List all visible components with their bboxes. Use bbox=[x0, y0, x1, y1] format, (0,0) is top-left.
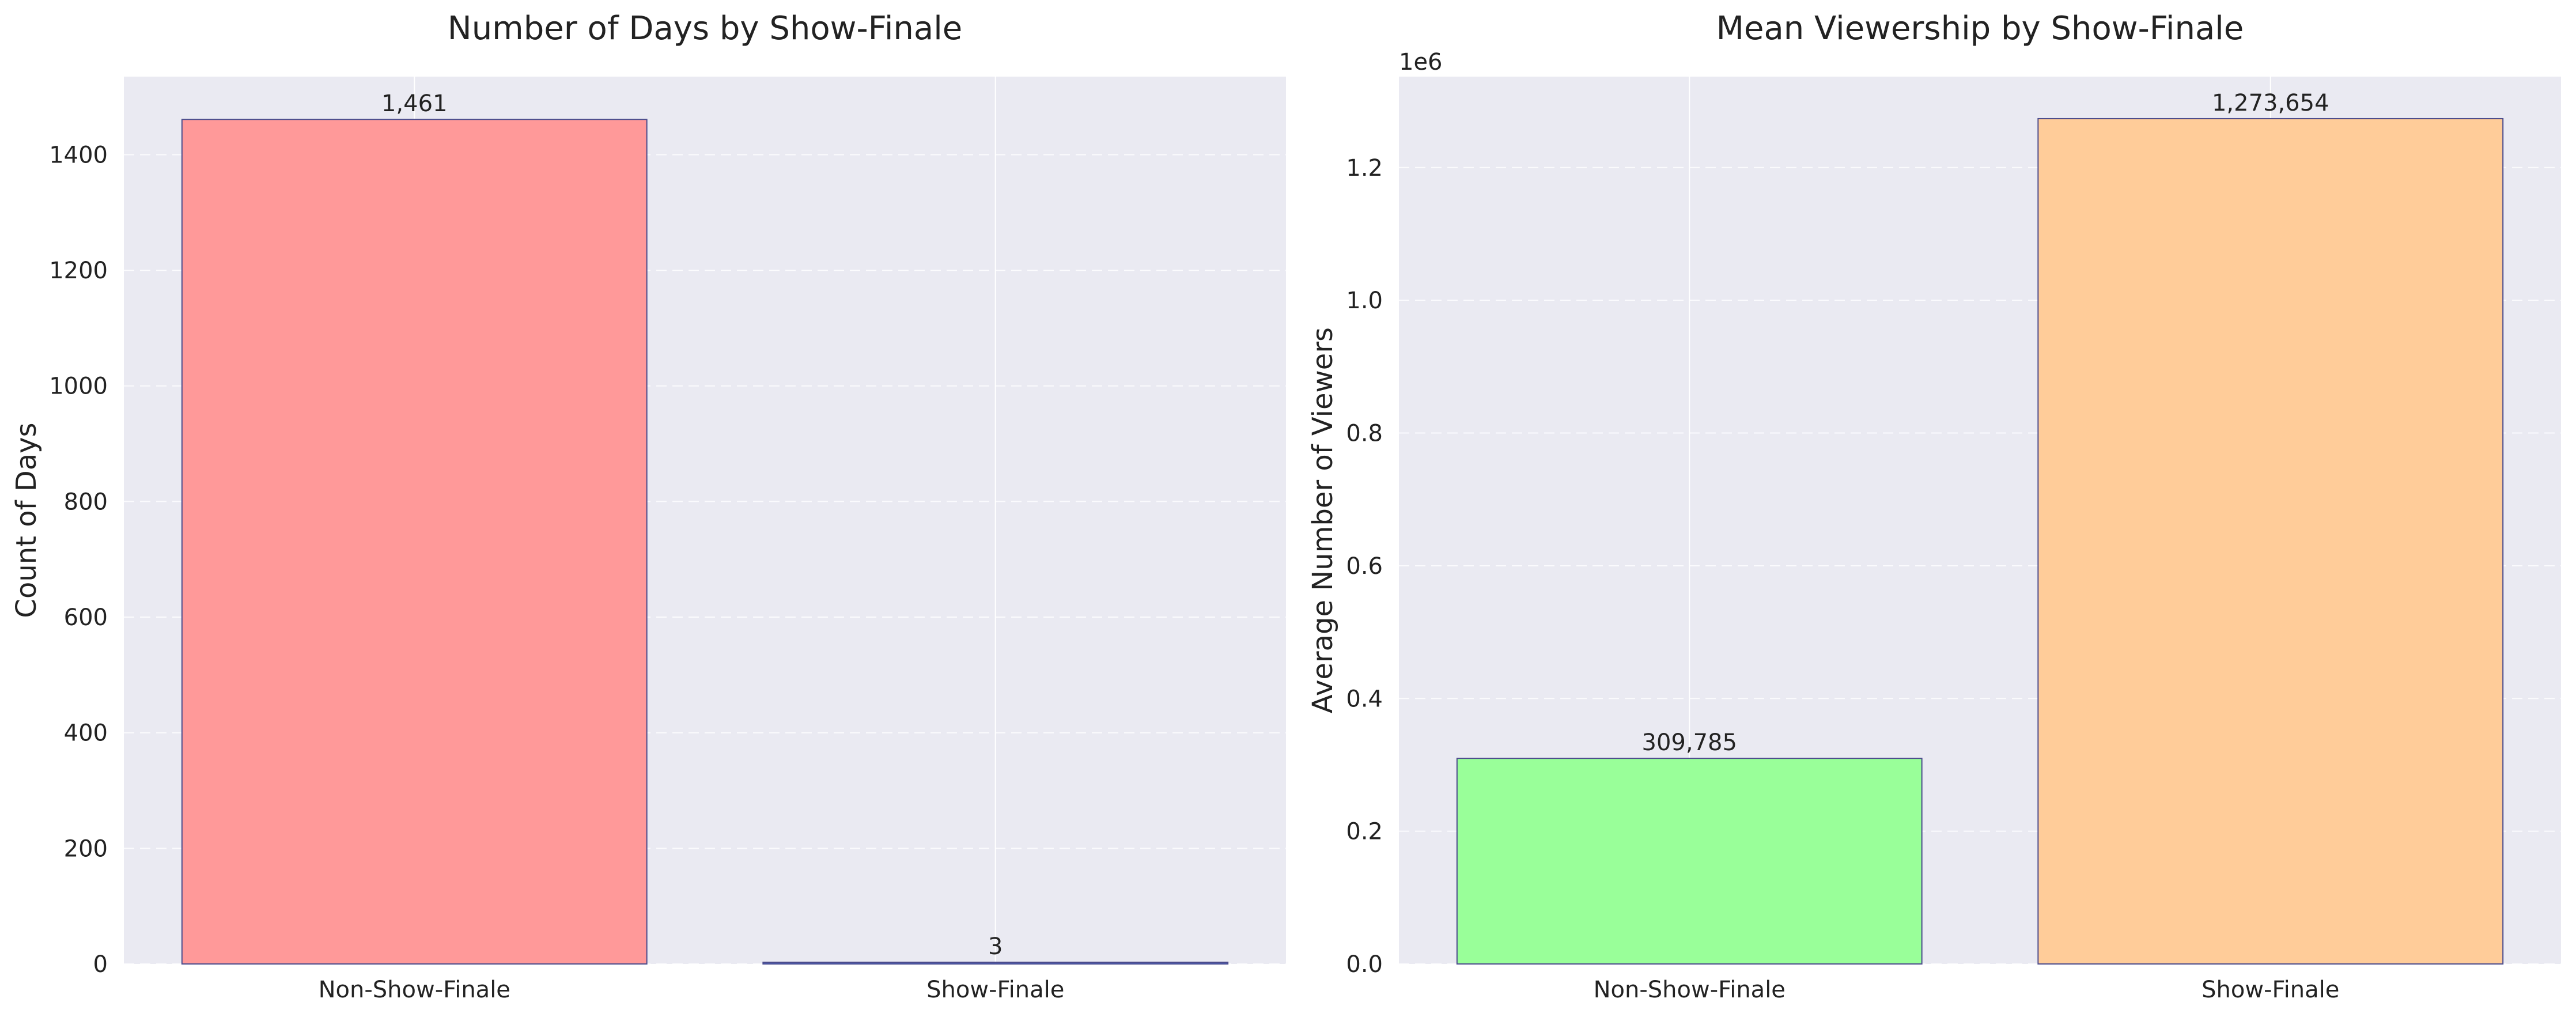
chart-panel-2: 309,785 1,273,654 0.0 0.2 0.4 0.6 0.8 1.0 1.2 Non… bbox=[1307, 10, 2561, 1003]
y-tick-label: 800 bbox=[64, 489, 108, 515]
y-axis-label: Average Number of Viewers bbox=[1307, 327, 1339, 713]
data-label: 309,785 bbox=[1642, 729, 1737, 756]
y-tick-label: 1.0 bbox=[1346, 288, 1383, 314]
data-label: 1,461 bbox=[381, 90, 448, 117]
y-tick-label: 0.8 bbox=[1346, 421, 1383, 447]
chart-panel-1: 1,461 3 0 200 400 600 800 1000 1200 1400 Non-Show-… bbox=[10, 10, 1286, 1003]
x-tick-label: Non-Show-Finale bbox=[319, 977, 510, 1003]
y-tick-label: 0.0 bbox=[1346, 951, 1383, 978]
y-tick-label: 0.6 bbox=[1346, 553, 1383, 580]
y-tick-label: 600 bbox=[64, 604, 108, 631]
chart-title: Number of Days by Show-Finale bbox=[448, 10, 962, 47]
bar-show-finale bbox=[762, 961, 1229, 965]
y-offset-text: 1e6 bbox=[1399, 49, 1443, 75]
y-tick-label: 0 bbox=[93, 951, 108, 978]
bar-show-finale bbox=[2037, 118, 2504, 965]
y-tick-label: 1000 bbox=[49, 373, 108, 400]
y-tick-label: 1.2 bbox=[1346, 155, 1383, 181]
y-tick-label: 1200 bbox=[49, 258, 108, 284]
y-tick-label: 1400 bbox=[49, 142, 108, 168]
y-tick-label: 200 bbox=[64, 835, 108, 862]
y-tick-label: 0.4 bbox=[1346, 686, 1383, 712]
y-tick-label: 400 bbox=[64, 720, 108, 747]
bar-non-show-finale bbox=[181, 119, 648, 965]
x-tick-label: Show-Finale bbox=[2201, 977, 2339, 1003]
x-tick-label: Non-Show-Finale bbox=[1594, 977, 1786, 1003]
data-label: 3 bbox=[988, 933, 1003, 960]
bar-non-show-finale bbox=[1456, 758, 1923, 965]
y-tick-label: 0.2 bbox=[1346, 819, 1383, 845]
chart-title: Mean Viewership by Show-Finale bbox=[1716, 10, 2244, 47]
y-axis-label: Count of Days bbox=[10, 422, 43, 618]
data-label: 1,273,654 bbox=[2212, 90, 2329, 116]
x-tick-label: Show-Finale bbox=[926, 977, 1064, 1003]
